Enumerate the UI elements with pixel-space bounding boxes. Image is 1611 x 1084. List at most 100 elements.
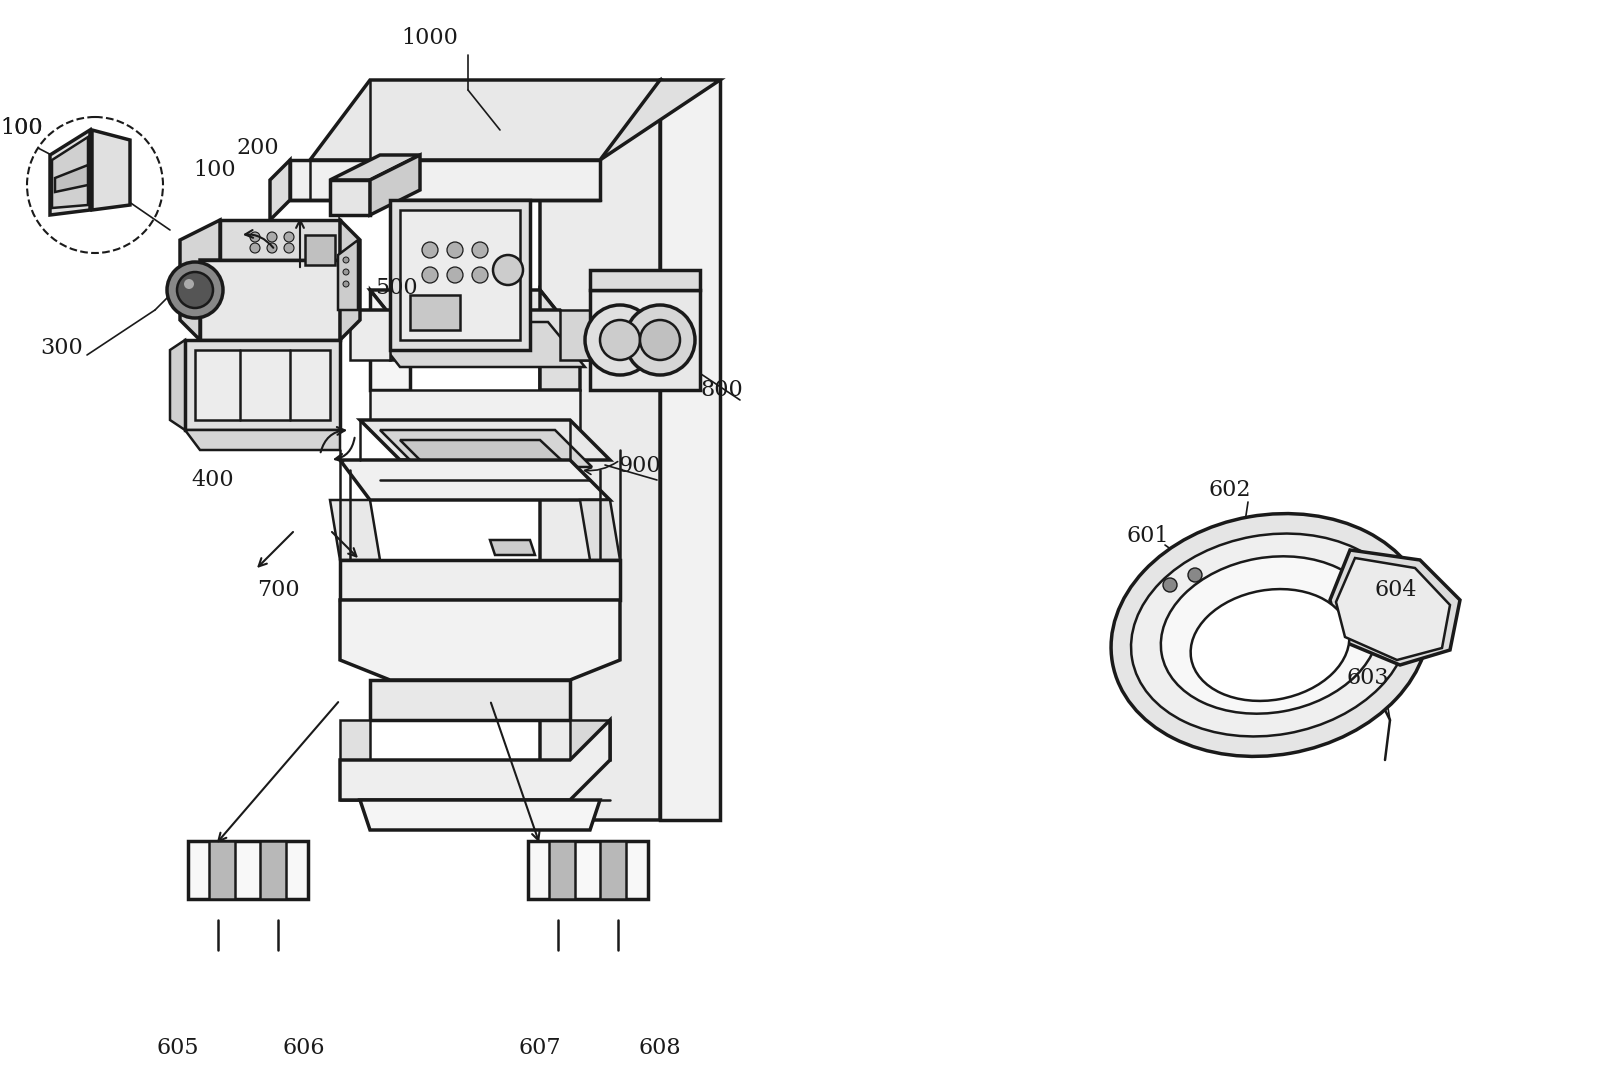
Polygon shape (380, 430, 591, 467)
Polygon shape (350, 310, 599, 360)
Text: 300: 300 (40, 337, 84, 359)
Circle shape (267, 243, 277, 253)
Circle shape (250, 243, 259, 253)
Polygon shape (400, 440, 572, 470)
Circle shape (446, 267, 462, 283)
Polygon shape (371, 155, 420, 215)
Text: 1000: 1000 (401, 27, 459, 49)
Polygon shape (330, 155, 420, 180)
Polygon shape (52, 137, 89, 208)
Circle shape (472, 242, 488, 258)
Polygon shape (366, 322, 585, 367)
Polygon shape (259, 841, 287, 899)
Ellipse shape (1131, 533, 1410, 736)
Polygon shape (590, 270, 701, 291)
Polygon shape (359, 420, 611, 460)
Text: 400: 400 (192, 469, 234, 491)
Circle shape (267, 232, 277, 242)
Polygon shape (359, 800, 599, 830)
Polygon shape (185, 340, 340, 430)
Circle shape (1163, 578, 1178, 592)
Polygon shape (371, 390, 580, 430)
Circle shape (585, 305, 656, 375)
Polygon shape (171, 340, 185, 430)
Circle shape (343, 269, 350, 275)
Polygon shape (340, 720, 611, 800)
Polygon shape (309, 80, 661, 160)
Circle shape (177, 272, 213, 308)
Polygon shape (400, 210, 520, 340)
Circle shape (343, 257, 350, 263)
Text: 607: 607 (519, 1037, 561, 1059)
Ellipse shape (1112, 514, 1429, 757)
Polygon shape (330, 500, 380, 560)
Text: 800: 800 (701, 379, 743, 401)
Polygon shape (195, 350, 330, 420)
Polygon shape (570, 720, 611, 760)
Polygon shape (304, 235, 335, 264)
Polygon shape (271, 160, 290, 220)
Polygon shape (1336, 558, 1450, 660)
Circle shape (284, 232, 293, 242)
Text: 100: 100 (0, 117, 43, 139)
Polygon shape (340, 460, 611, 500)
Polygon shape (580, 500, 620, 560)
Polygon shape (209, 841, 235, 899)
Polygon shape (590, 291, 701, 390)
Polygon shape (350, 310, 390, 360)
Text: 608: 608 (638, 1037, 681, 1059)
Text: 606: 606 (284, 1037, 325, 1059)
Polygon shape (330, 180, 371, 215)
Polygon shape (661, 80, 720, 820)
Circle shape (284, 243, 293, 253)
Polygon shape (55, 165, 89, 192)
Circle shape (343, 281, 350, 287)
Text: 604: 604 (1374, 579, 1418, 601)
Polygon shape (50, 130, 90, 215)
Polygon shape (340, 601, 620, 680)
Circle shape (640, 320, 680, 360)
Polygon shape (200, 260, 340, 340)
Ellipse shape (1162, 556, 1379, 713)
Text: 100: 100 (0, 117, 43, 139)
Polygon shape (371, 291, 580, 340)
Circle shape (625, 305, 694, 375)
Text: 900: 900 (619, 455, 661, 477)
Polygon shape (340, 720, 371, 760)
Circle shape (446, 242, 462, 258)
Circle shape (599, 320, 640, 360)
Polygon shape (92, 130, 130, 210)
Polygon shape (180, 220, 221, 340)
Polygon shape (340, 560, 620, 601)
Text: 500: 500 (375, 278, 417, 299)
Polygon shape (549, 841, 575, 899)
Circle shape (250, 232, 259, 242)
Polygon shape (599, 841, 627, 899)
Text: 601: 601 (1126, 525, 1170, 547)
Polygon shape (528, 841, 648, 899)
Circle shape (493, 255, 524, 285)
Text: 200: 200 (237, 137, 279, 159)
Text: 603: 603 (1347, 667, 1389, 689)
Circle shape (168, 262, 222, 318)
Text: 100: 100 (193, 159, 237, 181)
Polygon shape (561, 310, 599, 360)
Polygon shape (540, 80, 661, 820)
Polygon shape (185, 430, 340, 450)
Polygon shape (221, 220, 340, 260)
Polygon shape (540, 80, 720, 160)
Polygon shape (540, 291, 580, 390)
Polygon shape (490, 540, 535, 555)
Polygon shape (371, 291, 411, 390)
Circle shape (184, 279, 193, 289)
Circle shape (422, 242, 438, 258)
Circle shape (422, 267, 438, 283)
Polygon shape (188, 841, 308, 899)
Polygon shape (390, 201, 530, 350)
Polygon shape (340, 220, 359, 340)
Polygon shape (1331, 550, 1460, 664)
Text: 700: 700 (256, 579, 300, 601)
Ellipse shape (1191, 589, 1350, 701)
Polygon shape (411, 295, 461, 330)
Text: 602: 602 (1208, 479, 1252, 501)
